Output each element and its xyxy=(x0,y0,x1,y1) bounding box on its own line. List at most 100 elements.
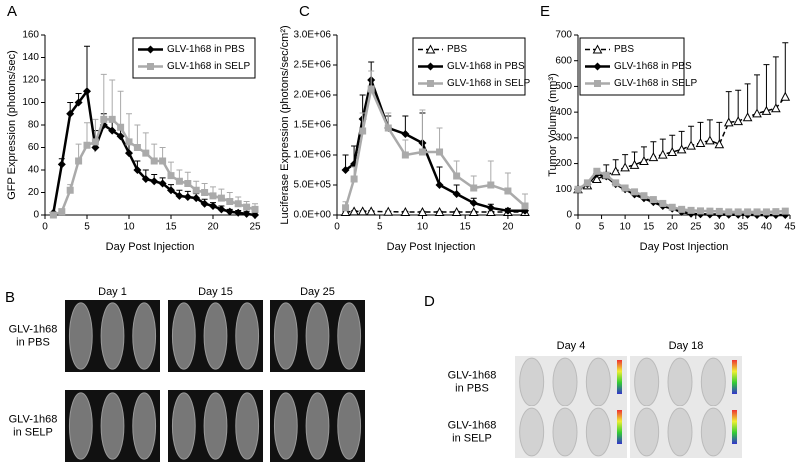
mouse xyxy=(700,407,726,457)
y-tick-label: 140 xyxy=(22,52,39,63)
marker xyxy=(141,175,150,183)
x-tick-label: 45 xyxy=(784,222,796,233)
row-label: GLV-1h68 xyxy=(9,413,58,425)
marker xyxy=(159,157,167,165)
marker xyxy=(583,179,591,187)
legend-label: GLV-1h68 in PBS xyxy=(447,61,525,72)
panel-label: B xyxy=(5,289,15,306)
marker xyxy=(108,126,117,135)
marker xyxy=(340,206,351,216)
y-tick-label: 20 xyxy=(28,187,40,198)
marker xyxy=(383,206,394,216)
y-tick-label: 120 xyxy=(22,75,39,86)
error-bar xyxy=(134,124,141,148)
marker xyxy=(167,186,175,195)
mouse xyxy=(634,407,660,457)
marker xyxy=(133,166,142,174)
marker xyxy=(453,172,461,180)
marker xyxy=(723,117,734,127)
legend-label: PBS xyxy=(447,44,467,55)
x-axis-title: Day Post Injection xyxy=(387,241,476,253)
marker xyxy=(242,209,251,218)
mouse xyxy=(519,407,545,457)
legend-label: GLV-1h68 in SELP xyxy=(614,78,698,89)
mouse xyxy=(585,407,611,457)
marker xyxy=(780,91,791,101)
error-bar xyxy=(109,79,116,120)
marker xyxy=(125,149,133,158)
marker xyxy=(183,193,192,201)
mouse xyxy=(171,392,196,460)
marker xyxy=(649,196,657,204)
marker xyxy=(676,144,687,154)
error-bar xyxy=(782,42,789,97)
marker xyxy=(384,124,392,132)
marker xyxy=(117,123,125,131)
marker xyxy=(696,207,704,215)
row-label: in SELP xyxy=(13,426,53,438)
marker xyxy=(142,149,150,157)
x-tick-label: 5 xyxy=(377,222,383,233)
marker xyxy=(158,179,167,188)
marker xyxy=(175,191,184,200)
legend-label: GLV-1h68 in SELP xyxy=(447,78,531,89)
marker xyxy=(668,203,676,211)
error-bar xyxy=(487,160,494,185)
row-label: in PBS xyxy=(16,336,50,348)
marker xyxy=(234,200,242,208)
marker xyxy=(83,87,91,96)
marker xyxy=(74,98,83,107)
error-bar xyxy=(436,127,443,152)
x-tick-label: 10 xyxy=(417,222,429,233)
legend-box xyxy=(132,37,256,79)
marker xyxy=(762,208,770,216)
x-tick-label: 15 xyxy=(643,222,655,233)
mouse xyxy=(552,407,578,457)
marker xyxy=(678,205,686,213)
marker xyxy=(451,206,462,216)
x-tick-label: 25 xyxy=(249,222,261,233)
series-line xyxy=(344,75,525,213)
marker xyxy=(640,192,648,200)
y-axis-title: Luciferase Expression (photons/sec/cm²) xyxy=(279,25,291,224)
marker xyxy=(771,103,781,113)
marker xyxy=(521,202,529,210)
row-label: GLV-1h68 xyxy=(448,369,497,381)
marker xyxy=(667,146,678,156)
mouse xyxy=(235,392,260,460)
marker xyxy=(470,184,478,192)
marker xyxy=(503,206,512,215)
mouse xyxy=(100,302,125,370)
marker xyxy=(426,62,435,71)
series-line xyxy=(344,84,526,209)
marker xyxy=(75,157,83,165)
marker xyxy=(593,167,601,175)
row-label: in PBS xyxy=(455,382,489,394)
marker xyxy=(639,155,649,165)
y-tick-label: 5.0E+05 xyxy=(293,180,331,191)
marker xyxy=(125,138,133,146)
y-tick-label: 700 xyxy=(555,30,572,41)
column-label: Day 18 xyxy=(669,340,704,352)
mouse xyxy=(273,302,298,370)
marker xyxy=(468,206,479,216)
marker xyxy=(417,206,428,216)
marker xyxy=(706,207,714,215)
mouse xyxy=(337,302,362,370)
x-tick-label: 25 xyxy=(690,222,702,233)
marker xyxy=(234,208,243,217)
marker xyxy=(100,115,108,123)
x-tick-label: 20 xyxy=(667,222,679,233)
x-tick-label: 20 xyxy=(502,222,514,233)
marker xyxy=(436,148,444,156)
y-tick-label: 0 xyxy=(566,210,572,221)
marker xyxy=(657,149,668,159)
mouse xyxy=(100,392,125,460)
marker xyxy=(201,189,209,196)
error-bar xyxy=(84,122,90,146)
marker xyxy=(435,181,444,189)
marker xyxy=(133,144,141,151)
marker xyxy=(648,152,659,162)
marker xyxy=(367,85,375,93)
marker xyxy=(66,109,75,118)
